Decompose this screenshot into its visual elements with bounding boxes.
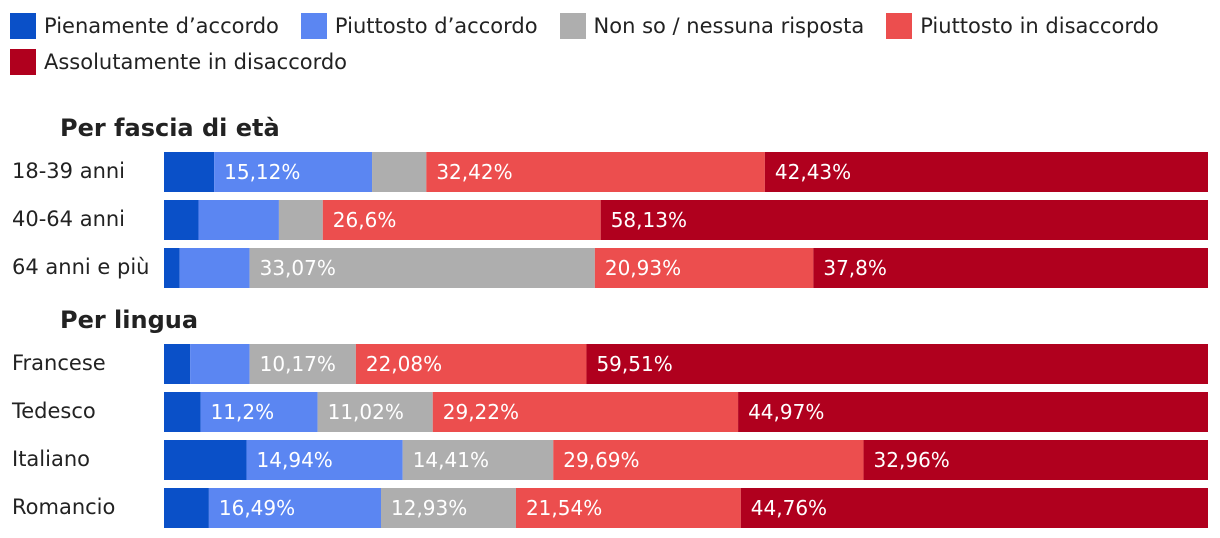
value-label: 59,51% — [596, 352, 672, 376]
bar-segment-assolutamente — [738, 392, 1208, 432]
value-label: 29,69% — [563, 448, 639, 472]
bar-segment-piuttosto-disaccordo — [426, 152, 765, 192]
category-label: Italiano — [12, 447, 90, 471]
value-label: 29,22% — [443, 400, 519, 424]
value-label: 26,6% — [333, 208, 397, 232]
legend-label-piuttosto-accordo: Piuttosto d’accordo — [334, 14, 538, 38]
value-label: 11,02% — [328, 400, 404, 424]
legend-label-piuttosto-disaccordo: Piuttosto in disaccordo — [920, 14, 1159, 38]
bar-segment-piuttosto-accordo — [198, 200, 279, 240]
value-label: 37,8% — [823, 256, 887, 280]
value-label: 21,54% — [526, 496, 602, 520]
bar-segment-piuttosto-disaccordo — [432, 392, 739, 432]
legend-label-non-so: Non so / nessuna risposta — [593, 14, 865, 38]
legend-swatch-pienamente — [10, 13, 36, 39]
bar-segment-pienamente — [164, 200, 199, 240]
group-title: Per lingua — [60, 306, 198, 334]
bar-segment-non-so — [317, 392, 433, 432]
legend-swatch-assolutamente — [10, 49, 36, 75]
bar-segment-pienamente — [164, 440, 247, 480]
value-label: 16,49% — [219, 496, 295, 520]
value-label: 20,93% — [605, 256, 681, 280]
bar-segment-pienamente — [164, 392, 201, 432]
value-label: 32,96% — [874, 448, 950, 472]
bar-segment-assolutamente — [863, 440, 1208, 480]
category-label: 40-64 anni — [12, 207, 125, 231]
category-label: 18-39 anni — [12, 159, 125, 183]
bar-segment-non-so — [381, 488, 516, 528]
legend-label-assolutamente: Assolutamente in disaccordo — [44, 50, 348, 74]
value-label: 14,41% — [413, 448, 489, 472]
value-label: 33,07% — [260, 256, 336, 280]
bar-segment-non-so — [249, 344, 356, 384]
bar-segment-piuttosto-accordo — [179, 248, 250, 288]
legend-item-piuttosto-accordo: Piuttosto d’accordo — [300, 12, 538, 40]
bar-segment-pienamente — [164, 248, 180, 288]
bar-segment-non-so — [372, 152, 427, 192]
group-title: Per fascia di età — [60, 114, 280, 142]
legend: Pienamente d’accordo Piuttosto d’accordo… — [10, 12, 1210, 76]
category-label: Tedesco — [11, 399, 96, 423]
value-label: 42,43% — [775, 160, 851, 184]
bar-segment-piuttosto-accordo — [200, 392, 318, 432]
bar-segment-assolutamente — [764, 152, 1208, 192]
bar-segment-piuttosto-disaccordo — [553, 440, 864, 480]
legend-swatch-piuttosto-disaccordo — [886, 13, 913, 39]
bar-segment-pienamente — [164, 152, 215, 192]
category-label: Francese — [12, 351, 106, 375]
bar-segment-assolutamente — [740, 488, 1208, 528]
legend-item-assolutamente: Assolutamente in disaccordo — [10, 48, 347, 76]
bar-segment-non-so — [249, 248, 595, 288]
legend-item-pienamente: Pienamente d’accordo — [10, 12, 279, 40]
bar-segment-assolutamente — [813, 248, 1208, 288]
value-label: 22,08% — [366, 352, 442, 376]
value-label: 10,17% — [260, 352, 336, 376]
bar-segment-piuttosto-disaccordo — [515, 488, 741, 528]
legend-label-pienamente: Pienamente d’accordo — [44, 14, 279, 38]
value-label: 58,13% — [611, 208, 687, 232]
category-label: 64 anni e più — [12, 255, 149, 279]
category-label: Romancio — [12, 495, 115, 519]
bar-segment-piuttosto-disaccordo — [355, 344, 587, 384]
value-label: 44,97% — [748, 400, 824, 424]
value-label: 12,93% — [391, 496, 467, 520]
bar-segment-pienamente — [164, 344, 191, 384]
value-label: 44,76% — [751, 496, 827, 520]
bar-segment-non-so — [402, 440, 554, 480]
bar-segment-piuttosto-disaccordo — [322, 200, 601, 240]
bar-segment-piuttosto-accordo — [246, 440, 403, 480]
legend-swatch-non-so — [559, 13, 586, 39]
legend-item-non-so: Non so / nessuna risposta — [559, 12, 865, 40]
value-label: 32,42% — [436, 160, 512, 184]
legend-item-piuttosto-disaccordo: Piuttosto in disaccordo — [886, 12, 1159, 40]
bar-segment-piuttosto-accordo — [208, 488, 382, 528]
legend-swatch-piuttosto-accordo — [300, 13, 327, 39]
bar-segment-assolutamente — [600, 200, 1208, 240]
bar-segment-piuttosto-disaccordo — [594, 248, 814, 288]
bar-segment-assolutamente — [586, 344, 1208, 384]
bar-segment-piuttosto-accordo — [214, 152, 373, 192]
value-label: 14,94% — [257, 448, 333, 472]
value-label: 15,12% — [224, 160, 300, 184]
value-label: 11,2% — [211, 400, 275, 424]
bar-segment-non-so — [278, 200, 323, 240]
bar-segment-pienamente — [164, 488, 209, 528]
bar-segment-piuttosto-accordo — [190, 344, 250, 384]
